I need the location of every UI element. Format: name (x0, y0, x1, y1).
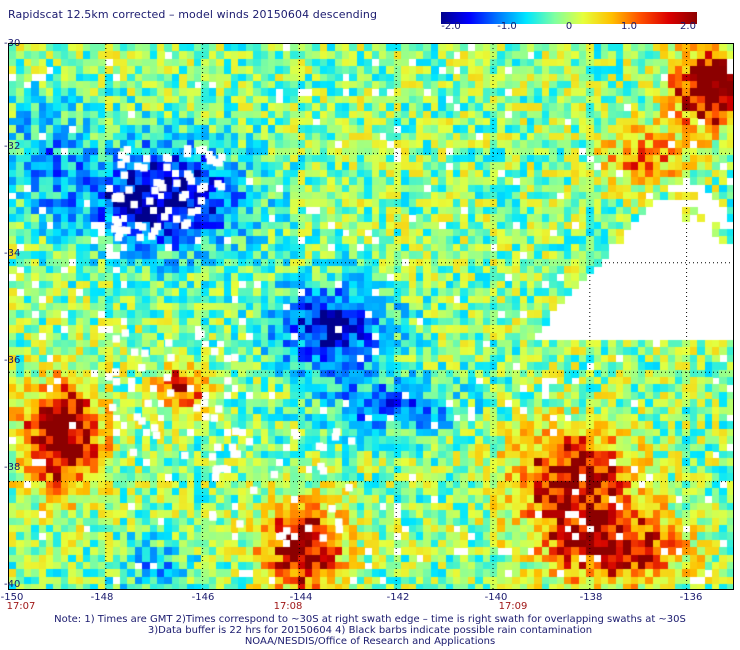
lat-label: -40 (4, 579, 21, 590)
footnotes: Note: 1) Times are GMT 2)Times correspon… (0, 614, 740, 647)
wind-difference-field (9, 44, 733, 589)
colorbar-tick-label: -1.0 (497, 21, 517, 32)
lat-label: -30 (4, 38, 21, 49)
lon-label: -144 (289, 592, 313, 603)
lat-label: -38 (4, 462, 21, 473)
time-label: 17:08 (273, 601, 303, 612)
lat-label: -34 (4, 248, 21, 259)
map-title: Rapidscat 12.5km corrected – model winds… (8, 8, 378, 21)
lon-label: -142 (386, 592, 410, 603)
lon-label: -148 (90, 592, 114, 603)
colorbar-tick-label: -2.0 (441, 21, 461, 32)
colorbar-tick-label: 2.0 (680, 21, 696, 32)
time-label: 17:07 (6, 601, 36, 612)
graticule (9, 44, 733, 589)
lon-label: -150 (0, 592, 24, 603)
lat-label: -36 (4, 355, 21, 366)
lon-label: -146 (191, 592, 215, 603)
colorbar (441, 9, 697, 28)
footnote-line: 3)Data buffer is 22 hrs for 20150604 4) … (147, 625, 593, 636)
lat-label: -32 (4, 141, 21, 152)
colorbar-ramp (441, 12, 697, 24)
lon-label: -140 (484, 592, 508, 603)
colorbar-gradient (441, 12, 697, 24)
lon-label: -138 (579, 592, 603, 603)
wind-difference-map (8, 43, 734, 590)
time-label: 17:09 (498, 601, 528, 612)
colorbar-ticks: -2.0 -1.0 0 1.0 2.0 (433, 21, 713, 35)
lon-label: -136 (679, 592, 703, 603)
colorbar-tick-label: 0 (565, 21, 573, 32)
footnote-line: NOAA/NESDIS/Office of Research and Appli… (244, 636, 496, 647)
colorbar-tick-label: 1.0 (621, 21, 637, 32)
footnote-line: Note: 1) Times are GMT 2)Times correspon… (54, 614, 686, 625)
